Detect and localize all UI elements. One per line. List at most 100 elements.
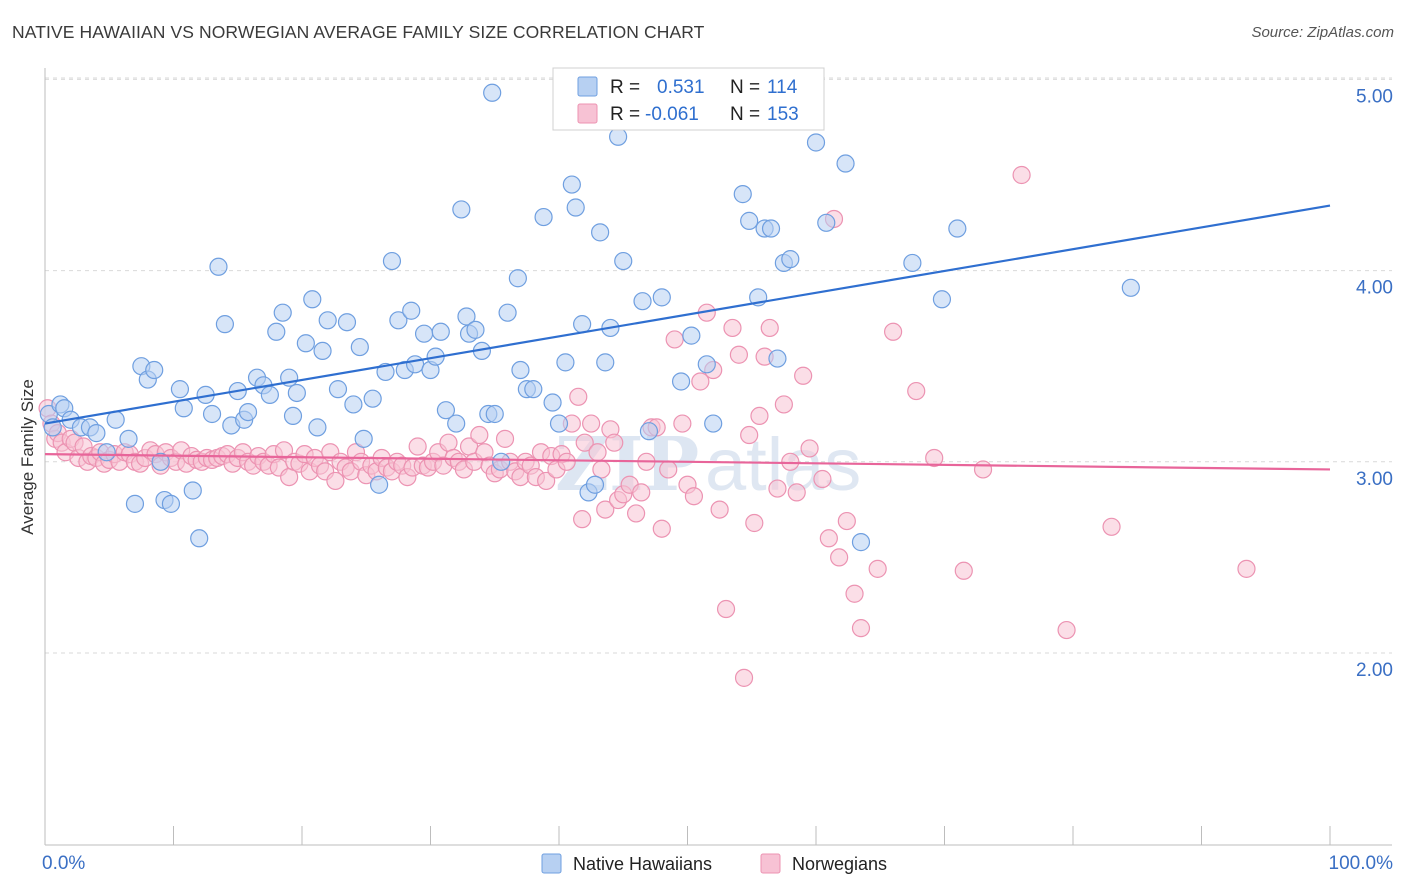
data-point-native-hawaiian [238, 402, 258, 422]
data-point-norwegian [750, 406, 769, 426]
data-point-native-hawaiian [761, 219, 781, 238]
legend: R = 0.531 N = 114 R = -0.061 N = 153 [552, 67, 825, 131]
data-point-norwegian [954, 561, 973, 580]
data-point-native-hawaiian [452, 200, 471, 219]
data-point-norwegian [768, 479, 787, 498]
data-point-native-hawaiian [376, 362, 395, 382]
data-point-norwegian [819, 529, 838, 548]
data-point-native-hawaiian [903, 253, 922, 273]
data-point-native-hawaiian [350, 337, 369, 357]
data-point-native-hawaiian [209, 257, 228, 276]
data-point-native-hawaiian [382, 251, 402, 271]
data-point-norwegian [575, 433, 594, 452]
trend-line-norwegians [44, 453, 1331, 471]
tick-labels: 2.00 3.00 4.00 5.00 0.0% 100.0% [42, 86, 1393, 874]
data-point-native-hawaiian [740, 211, 759, 230]
data-point-native-hawaiian [498, 303, 517, 322]
y-tick-label: 4.00 [1356, 278, 1393, 299]
data-point-norwegian [582, 414, 601, 433]
data-point-native-hawaiian [202, 404, 222, 424]
data-point-norwegian [734, 668, 754, 687]
data-point-norwegian [626, 504, 646, 523]
legend-r-value: 0.531 [657, 77, 705, 98]
legend-r-label: R = [610, 77, 640, 98]
data-point-native-hawaiian [402, 301, 421, 320]
bottom-legend-label: Norwegians [792, 854, 887, 874]
data-point-native-hawaiian [596, 353, 615, 372]
data-point-native-hawaiian [534, 207, 553, 227]
data-point-native-hawaiian [543, 393, 562, 412]
legend-swatch-norwegians [577, 103, 598, 124]
data-point-native-hawaiian [511, 360, 530, 380]
data-point-norwegian [274, 441, 294, 460]
data-point-native-hawaiian [170, 380, 190, 399]
data-point-native-hawaiian [614, 251, 633, 271]
data-point-native-hawaiian [566, 198, 585, 217]
data-point-native-hawaiian [344, 395, 363, 414]
data-point-norwegian [439, 433, 458, 452]
data-point-norwegian [830, 548, 849, 567]
data-point-native-hawaiian [405, 355, 425, 374]
data-point-norwegian [1237, 559, 1256, 578]
data-point-norwegian [813, 469, 832, 489]
data-point-norwegian [1012, 165, 1031, 185]
data-point-norwegian [787, 483, 806, 502]
data-point-native-hawaiian [308, 418, 327, 437]
data-point-native-hawaiian [174, 399, 193, 418]
y-axis-title: Average Family Size [18, 379, 37, 535]
data-point-native-hawaiian [492, 452, 511, 471]
data-point-native-hawaiian [363, 389, 382, 408]
data-point-norwegian [723, 318, 742, 338]
data-point-native-hawaiian [303, 290, 322, 309]
data-point-native-hawaiian [948, 219, 967, 238]
data-point-native-hawaiian [267, 322, 286, 341]
series-native-hawaiians [39, 83, 1140, 552]
data-point-native-hawaiian [414, 324, 434, 343]
data-point-native-hawaiian [671, 372, 691, 391]
data-point-norwegian [408, 437, 427, 456]
trend-line-native-hawaiians [44, 204, 1331, 425]
data-point-norwegian [573, 510, 592, 529]
data-point-norwegian [326, 471, 345, 491]
data-point-native-hawaiian [447, 414, 466, 433]
data-point-native-hawaiian [161, 494, 181, 513]
data-point-norwegian [745, 513, 764, 533]
data-point-native-hawaiian [466, 320, 485, 339]
data-point-native-hawaiian [733, 185, 752, 204]
y-tick-label: 2.00 [1356, 660, 1393, 681]
legend-r-value: -0.061 [645, 104, 699, 125]
series-norwegians [38, 165, 1256, 687]
data-point-norwegian [716, 599, 736, 619]
legend-n-label: N = [730, 77, 760, 98]
legend-n-value: 114 [767, 77, 798, 98]
data-point-native-hawaiian [183, 481, 202, 500]
data-point-native-hawaiian [781, 250, 800, 269]
data-point-norwegian [781, 452, 800, 471]
data-point-native-hawaiian [1121, 278, 1140, 297]
data-point-native-hawaiian [287, 383, 306, 403]
data-point-native-hawaiian [652, 288, 671, 307]
data-point-norwegian [673, 414, 692, 433]
data-point-native-hawaiian [389, 311, 408, 330]
data-point-norwegian [557, 452, 576, 471]
data-point-native-hawaiian [851, 533, 871, 552]
data-point-norwegian [684, 487, 704, 506]
data-point-norwegian [605, 433, 624, 452]
legend-n-value: 153 [767, 104, 799, 125]
bottom-legend: Native Hawaiians Norwegians [541, 853, 887, 874]
data-point-native-hawaiian [932, 290, 952, 309]
bottom-legend-swatch-native-hawaiians [541, 853, 562, 874]
data-point-norwegian [740, 425, 759, 445]
legend-r-label: R = [610, 104, 640, 125]
data-point-native-hawaiian [119, 429, 138, 448]
data-point-native-hawaiian [354, 429, 373, 448]
trend-lines [44, 204, 1331, 471]
data-point-native-hawaiian [817, 213, 836, 232]
data-point-norwegian [925, 448, 944, 468]
data-point-norwegian [691, 372, 710, 391]
data-point-native-hawaiian [97, 443, 116, 462]
data-point-native-hawaiian [704, 414, 723, 433]
data-point-native-hawaiian [190, 529, 209, 548]
data-point-native-hawaiian [639, 422, 659, 441]
data-point-native-hawaiian [585, 475, 605, 494]
